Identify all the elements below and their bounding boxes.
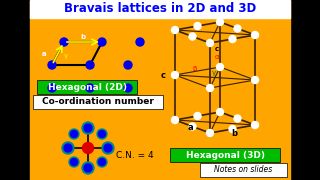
Circle shape (234, 115, 241, 122)
Circle shape (60, 38, 68, 46)
Text: Notes on slides: Notes on slides (214, 165, 273, 174)
Circle shape (206, 129, 213, 136)
Circle shape (252, 76, 259, 84)
Text: Hexagonal (3D): Hexagonal (3D) (186, 150, 265, 159)
Text: γ: γ (212, 70, 216, 76)
Bar (290, 0, 320, 180)
Circle shape (86, 84, 94, 92)
Circle shape (84, 164, 92, 172)
Text: a: a (188, 123, 193, 132)
Circle shape (172, 26, 179, 33)
Text: Co-ordination number: Co-ordination number (42, 98, 154, 107)
Circle shape (97, 129, 107, 139)
Circle shape (229, 125, 236, 132)
Text: Hexagonal (2D): Hexagonal (2D) (47, 82, 126, 91)
Circle shape (99, 130, 106, 138)
Circle shape (252, 122, 259, 129)
Circle shape (83, 143, 93, 154)
Bar (30, 0, 290, 180)
Circle shape (206, 84, 213, 91)
Circle shape (189, 123, 196, 130)
Circle shape (206, 39, 213, 46)
Circle shape (99, 159, 106, 165)
Circle shape (217, 64, 223, 71)
Circle shape (82, 122, 94, 134)
Circle shape (234, 25, 241, 32)
Bar (33, 95, 163, 109)
Text: C.N. = 4: C.N. = 4 (116, 152, 154, 161)
Circle shape (189, 33, 196, 40)
Text: b: b (80, 34, 85, 40)
Text: γ: γ (64, 53, 68, 59)
Circle shape (136, 38, 144, 46)
Circle shape (229, 35, 236, 42)
Circle shape (217, 19, 223, 26)
Circle shape (102, 142, 114, 154)
Circle shape (64, 144, 72, 152)
Circle shape (69, 157, 79, 167)
Bar (30, 0, 290, 18)
Circle shape (104, 144, 112, 152)
Circle shape (252, 31, 259, 39)
Circle shape (70, 130, 77, 138)
Circle shape (84, 124, 92, 132)
Circle shape (172, 71, 179, 78)
Circle shape (172, 116, 179, 123)
Circle shape (97, 157, 107, 167)
Text: b: b (231, 129, 237, 138)
Text: c: c (161, 71, 165, 80)
Bar (0, 0, 30, 180)
Circle shape (48, 61, 56, 69)
Bar (200, 163, 287, 177)
Circle shape (86, 61, 94, 69)
Circle shape (124, 61, 132, 69)
Text: β: β (192, 66, 196, 72)
Text: c: c (215, 46, 219, 52)
Circle shape (124, 84, 132, 92)
Text: Bravais lattices in 2D and 3D: Bravais lattices in 2D and 3D (64, 3, 256, 15)
Circle shape (98, 38, 106, 46)
Circle shape (70, 159, 77, 165)
Circle shape (194, 112, 201, 120)
Circle shape (69, 129, 79, 139)
Bar (170, 148, 280, 162)
Circle shape (194, 22, 201, 30)
Circle shape (48, 84, 56, 92)
Circle shape (217, 109, 223, 116)
Circle shape (62, 142, 74, 154)
Circle shape (82, 162, 94, 174)
Bar (37, 80, 137, 94)
Text: a: a (42, 51, 46, 57)
Text: α: α (215, 54, 220, 60)
